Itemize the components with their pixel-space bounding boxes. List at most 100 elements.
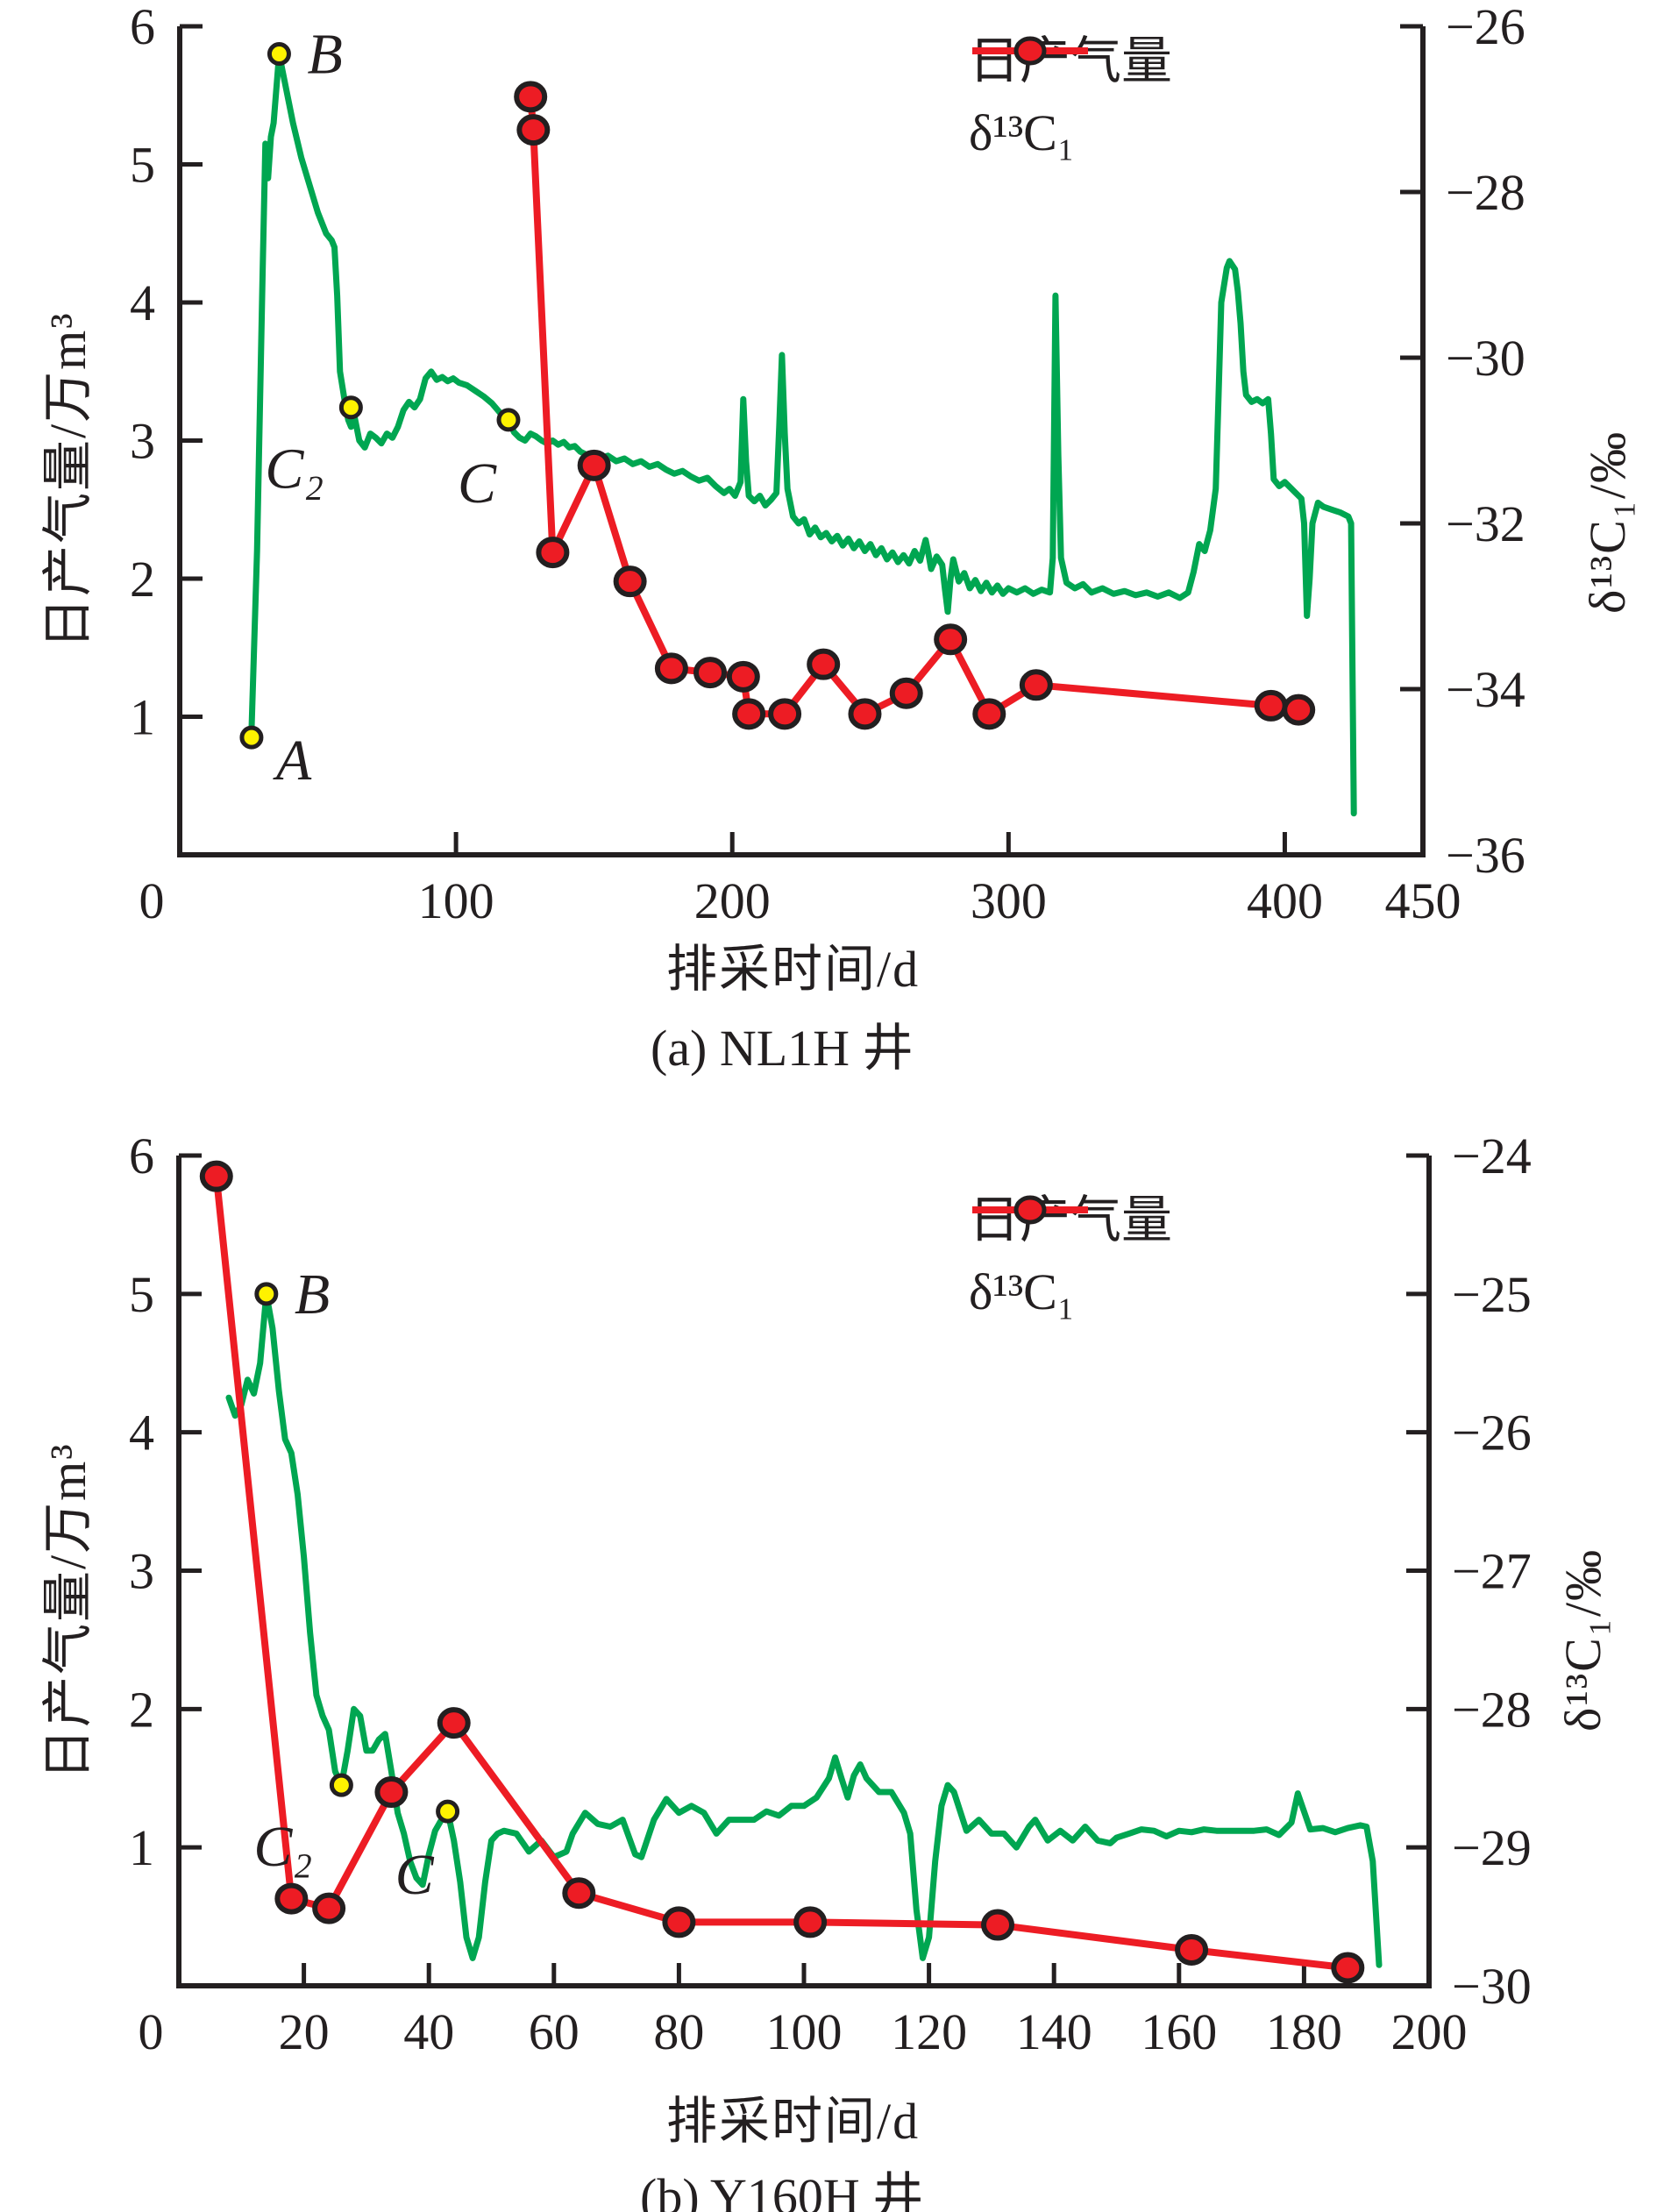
isotope-data-point	[889, 677, 923, 709]
stage-point-marker	[329, 1773, 353, 1797]
stage-point-marker	[267, 42, 291, 66]
y-right-tick-label: −32	[1446, 495, 1525, 552]
isotope-data-point	[514, 81, 548, 113]
isotope-data-point	[654, 652, 688, 685]
panel-b-caption: (b) Y160H 井	[640, 2168, 924, 2212]
y-left-tick-label: 2	[130, 551, 155, 608]
panel-a-legend: 日产气量 δ¹³C₁	[969, 32, 1172, 163]
x-tick-label: 200	[1391, 2003, 1468, 2060]
y-right-tick-label: −28	[1452, 1681, 1532, 1738]
x-tick-label: 40	[403, 2003, 454, 2060]
x-tick-label: 80	[653, 2003, 704, 2060]
gas-production-line	[225, 1291, 1383, 1968]
panel-a-caption: (a) NL1H 井	[651, 1020, 914, 1077]
legend-label-gas: 日产气量	[969, 1191, 1173, 1248]
isotope-data-point	[1019, 669, 1053, 701]
x-tick-label: 200	[694, 872, 771, 929]
panel-b-xlabel: 排采时间/d	[666, 2093, 921, 2150]
isotope-data-point	[726, 660, 760, 693]
isotope-data-point	[613, 565, 647, 598]
isotope-line-swatch-icon	[972, 1195, 1088, 1225]
gas-production-line	[245, 51, 1357, 817]
panel-a-ylabel-left: 日产气量/万m³	[39, 311, 96, 649]
stage-point-marker	[254, 1282, 279, 1306]
x-tick-label: 300	[971, 872, 1047, 929]
y-right-tick-label: −30	[1452, 1958, 1532, 2015]
y-left-tick-label: 3	[130, 413, 155, 470]
y-left-tick-label: 1	[130, 689, 155, 746]
stage-point-marker	[496, 408, 521, 432]
stage-point-label: C₂	[265, 437, 324, 501]
stage-point-label: C₂	[253, 1815, 312, 1879]
isotope-data-point	[662, 1906, 696, 1938]
legend-label-gas: 日产气量	[969, 32, 1173, 89]
stage-point-label: A	[273, 729, 312, 793]
isotope-data-point	[793, 1906, 828, 1938]
stage-point-marker	[239, 725, 264, 750]
isotope-data-point	[199, 1160, 233, 1192]
panel-a: 0 100 200 300 400 450 1 2 3 4 5 6 −26 −28 −30 −32 −34 −36…	[130, 0, 1525, 929]
isotope-line	[212, 1172, 1352, 1972]
legend-item-isotope: δ¹³C₁	[969, 1195, 1172, 1322]
isotope-line-swatch-icon	[972, 36, 1088, 66]
isotope-data-point	[274, 1882, 309, 1915]
panel-b-legend: 日产气量 δ¹³C₁	[969, 1191, 1172, 1322]
isotope-data-point	[1254, 689, 1288, 722]
isotope-data-point	[577, 449, 611, 481]
isotope-data-point	[562, 1877, 596, 1910]
isotope-data-point	[312, 1892, 346, 1924]
stage-point-marker	[338, 395, 363, 420]
isotope-line	[527, 93, 1303, 718]
y-right-tick-label: −34	[1446, 661, 1525, 718]
x-tick-label: 100	[766, 2003, 843, 2060]
isotope-data-point	[807, 648, 841, 680]
panel-b: 0 20 40 60 80 100 120 140 160 180 200 1 2 3 4 5 6 −24 −25 −…	[129, 1127, 1532, 2060]
isotope-data-point	[1331, 1952, 1365, 1984]
x-tick-label: 20	[279, 2003, 330, 2060]
y-right-tick-label: −36	[1446, 827, 1525, 884]
y-right-tick-label: −27	[1452, 1543, 1532, 1600]
isotope-data-point	[848, 698, 882, 730]
panel-b-ylabel-right: δ¹³C₁/‰	[1554, 1547, 1611, 1732]
isotope-data-point	[516, 114, 551, 146]
stage-point-label: C	[395, 1843, 435, 1907]
y-right-tick-label: −28	[1446, 164, 1525, 221]
isotope-data-point	[437, 1707, 471, 1739]
isotope-data-point	[1175, 1933, 1209, 1966]
isotope-data-point	[981, 1909, 1015, 1941]
isotope-data-point	[374, 1776, 409, 1809]
x-tick-label: 450	[1385, 872, 1461, 929]
y-left-tick-label: 6	[130, 0, 155, 55]
x-tick-label: 180	[1266, 2003, 1342, 2060]
panel-a-ylabel-right: δ¹³C₁/‰	[1579, 430, 1636, 614]
x-tick-label: 60	[529, 2003, 580, 2060]
stage-point-marker	[436, 1799, 460, 1824]
isotope-data-point	[732, 698, 766, 730]
isotope-data-point	[768, 698, 802, 730]
x-tick-label: 400	[1247, 872, 1323, 929]
isotope-data-point	[536, 537, 570, 569]
y-left-tick-label: 3	[129, 1543, 154, 1600]
stage-point-label: B	[307, 23, 342, 87]
y-right-tick-label: −30	[1446, 330, 1525, 387]
x-tick-label: 160	[1141, 2003, 1217, 2060]
y-right-tick-label: −26	[1446, 0, 1525, 55]
y-left-tick-label: 2	[129, 1681, 154, 1738]
x-tick-label: 0	[139, 872, 165, 929]
y-right-tick-label: −24	[1452, 1127, 1532, 1184]
y-left-tick-label: 6	[129, 1127, 154, 1184]
isotope-data-point	[972, 698, 1006, 730]
y-left-tick-label: 5	[129, 1266, 154, 1323]
legend-label-isotope: δ¹³C₁	[969, 1263, 1076, 1320]
y-left-tick-label: 4	[129, 1405, 154, 1462]
y-right-tick-label: −29	[1452, 1819, 1532, 1876]
isotope-data-point	[693, 657, 728, 689]
isotope-data-point	[1282, 693, 1316, 726]
y-left-tick-label: 1	[129, 1819, 154, 1876]
y-left-tick-label: 4	[130, 274, 155, 331]
isotope-data-point	[934, 623, 968, 656]
legend-label-isotope: δ¹³C₁	[969, 104, 1076, 161]
y-left-tick-label: 5	[130, 137, 155, 194]
panel-b-ylabel-left: 日产气量/万m³	[39, 1442, 96, 1780]
